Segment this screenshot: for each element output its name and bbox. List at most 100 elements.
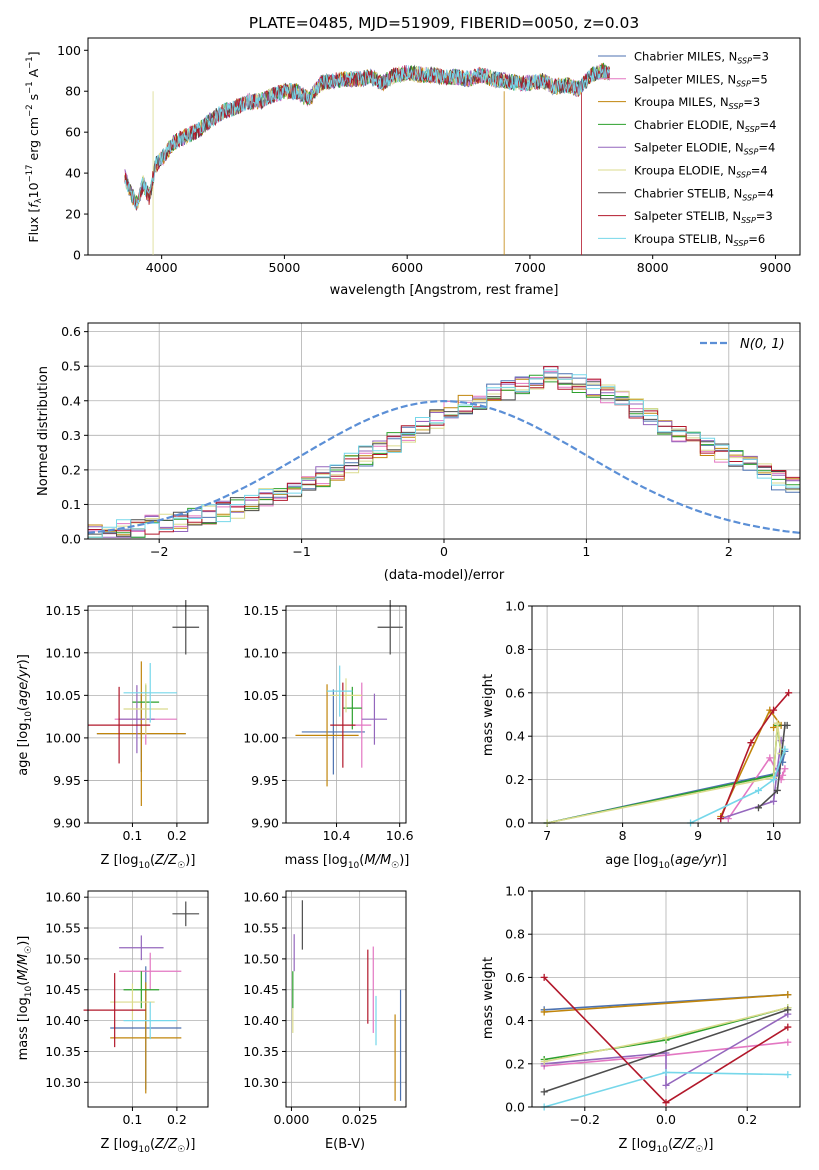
weight-vs-age-xtick-label: 7 bbox=[543, 828, 551, 843]
spectrum-xtick-label: 6000 bbox=[391, 260, 423, 275]
weight-vs-age-marker bbox=[781, 765, 789, 773]
mass-z-xlabel: Z [log10(Z/Z☉)] bbox=[101, 1137, 196, 1155]
weight-vs-Z-xtick-label: 0.2 bbox=[737, 1112, 757, 1127]
residuals-ytick-label: 0.2 bbox=[61, 462, 81, 477]
spectrum-legend-label: Chabrier MILES, NSSP=3 bbox=[634, 50, 769, 66]
weight-vs-Z-marker bbox=[784, 1071, 792, 1079]
weight-vs-age-ytick-label: 0.0 bbox=[505, 816, 525, 831]
spectrum-legend-label: Salpeter MILES, NSSP=5 bbox=[634, 72, 768, 88]
weight-vs-Z-marker bbox=[540, 1008, 548, 1016]
weight-age-ylabel: mass weight bbox=[481, 674, 496, 756]
mass-vs-ebv-ytick-label: 10.45 bbox=[243, 982, 279, 997]
weight-vs-Z-ytick-label: 0.6 bbox=[505, 970, 525, 985]
weight-vs-age-axes-frame bbox=[531, 605, 801, 824]
weight-vs-Z-xtick-label: 0.0 bbox=[656, 1112, 676, 1127]
age-vs-Z-ytick-label: 10.15 bbox=[45, 603, 81, 618]
spectrum-axes-frame bbox=[87, 37, 801, 256]
weight-vs-Z-axes-frame bbox=[531, 890, 801, 1108]
weight-vs-age-marker bbox=[773, 719, 781, 727]
mass-vs-ebv-ytick-label: 10.60 bbox=[243, 890, 279, 905]
weight-vs-age-xtick-label: 9 bbox=[694, 828, 702, 843]
spectrum-xtick-label: 9000 bbox=[760, 260, 792, 275]
residuals-ytick-label: 0.1 bbox=[61, 497, 81, 512]
weight-vs-age-marker bbox=[781, 745, 789, 753]
weight-vs-age-marker bbox=[785, 689, 793, 697]
mass-vs-Z-xtick-label: 0.1 bbox=[122, 1112, 142, 1127]
residuals-ytick-label: 0.0 bbox=[61, 532, 81, 547]
mass-vs-ebv-panel: 0.000 0.025 10.30 10.35 10.40 10.45 10.50 10.55… bbox=[243, 890, 407, 1127]
spectrum-legend-label: Chabrier ELODIE, NSSP=4 bbox=[634, 118, 776, 134]
residuals-xtick-label: 2 bbox=[725, 544, 733, 559]
spectrum-ticks: 4000 5000 6000 7000 8000 9000 0 20 40 60 80 100 bbox=[57, 43, 791, 275]
weight-vs-age-marker bbox=[770, 797, 778, 805]
mass-vs-ebv-axes-frame bbox=[285, 890, 407, 1108]
age-vs-Z-ytick-label: 10.10 bbox=[45, 645, 81, 660]
age-z-ylabel: age [log10(age/yr)] bbox=[16, 654, 34, 776]
weight-vs-Z-line-6 bbox=[543, 1009, 789, 1093]
weight-vs-Z-ytick-label: 0.0 bbox=[505, 1100, 525, 1115]
spectrum-ytick-label: 80 bbox=[65, 84, 81, 99]
mass-vs-ebv-ytick-label: 10.40 bbox=[243, 1013, 279, 1028]
mass-vs-ebv-ytick-label: 10.50 bbox=[243, 951, 279, 966]
residuals-ytick-label: 0.3 bbox=[61, 428, 81, 443]
weight-vs-Z-marker bbox=[784, 1006, 792, 1014]
weight-vs-age-line-6 bbox=[757, 724, 788, 809]
residuals-legend-label: N(0, 1) bbox=[740, 337, 785, 352]
age-mass-xlabel: mass [log10(M/M☉)] bbox=[285, 853, 410, 871]
residuals-histograms bbox=[88, 366, 800, 538]
weight-vs-age-xtick-label: 10 bbox=[766, 828, 782, 843]
mass-vs-Z-xtick-label: 0.2 bbox=[167, 1112, 187, 1127]
weight-vs-age-ytick-label: 0.8 bbox=[505, 642, 525, 657]
age-vs-Z-ytick-label: 10.00 bbox=[45, 730, 81, 745]
age-vs-Z-xtick-label: 0.2 bbox=[167, 828, 187, 843]
spectrum-legend-label: Kroupa MILES, NSSP=3 bbox=[634, 95, 760, 111]
weight-vs-Z-marker bbox=[662, 1099, 670, 1107]
age-vs-mass-xtick-label: 10.4 bbox=[323, 828, 351, 843]
age-vs-Z-ytick-label: 9.90 bbox=[53, 816, 81, 831]
residuals-xtick-label: −1 bbox=[292, 544, 310, 559]
weight-vs-age-ytick-label: 0.6 bbox=[505, 685, 525, 700]
spectrum-legend-label: Salpeter ELODIE, NSSP=4 bbox=[634, 141, 775, 157]
weight-vs-age-ytick-label: 1.0 bbox=[505, 599, 525, 614]
residuals-xlabel: (data-model)/error bbox=[384, 568, 505, 583]
residuals-ticks: −2 −1 0 1 2 0.0 0.1 0.2 0.3 0.4 0.5 0.6 bbox=[61, 324, 733, 559]
weight-vs-Z-ytick-label: 0.4 bbox=[505, 1013, 525, 1028]
age-vs-mass-ytick-label: 10.05 bbox=[243, 688, 279, 703]
weight-vs-age-marker bbox=[766, 754, 774, 762]
spectrum-legend-label: Kroupa ELODIE, NSSP=4 bbox=[634, 164, 768, 180]
weight-vs-age-marker bbox=[779, 771, 787, 779]
residuals-xtick-label: 1 bbox=[582, 544, 590, 559]
weight-vs-age-line-7 bbox=[719, 692, 790, 819]
weight-vs-age-marker bbox=[773, 786, 781, 794]
parameter-panels: 0.1 0.2 9.90 9.95 10.00 10.05 10.10 10.15 10.4 10… bbox=[45, 599, 801, 1127]
spectrum-xtick-label: 8000 bbox=[637, 260, 669, 275]
weight-vs-age-panel: 7 8 9 10 0.0 0.2 0.4 0.6 0.8 1.0 bbox=[505, 599, 801, 843]
spectrum-line-5 bbox=[124, 64, 610, 255]
weight-vs-age-marker bbox=[754, 786, 762, 794]
weight-vs-age-xtick-label: 8 bbox=[619, 828, 627, 843]
mass-vs-ebv-ytick-label: 10.30 bbox=[243, 1075, 279, 1090]
residuals-ytick-label: 0.5 bbox=[61, 359, 81, 374]
spectrum-ytick-label: 0 bbox=[73, 248, 81, 263]
age-vs-mass-ytick-label: 9.90 bbox=[251, 816, 279, 831]
weight-vs-Z-ytick-label: 0.2 bbox=[505, 1056, 525, 1071]
weight-vs-age-marker bbox=[717, 815, 725, 823]
age-vs-mass-xtick-label: 10.6 bbox=[386, 828, 414, 843]
weight-vs-Z-marker bbox=[784, 1023, 792, 1031]
mass-vs-Z-ytick-label: 10.40 bbox=[45, 1013, 81, 1028]
residuals-xtick-label: −2 bbox=[150, 544, 168, 559]
weight-vs-Z-marker bbox=[540, 1088, 548, 1096]
figure-title: PLATE=0485, MJD=51909, FIBERID=0050, z=0… bbox=[249, 14, 639, 32]
mass-vs-ebv-ytick-label: 10.35 bbox=[243, 1044, 279, 1059]
age-vs-Z-ytick-label: 9.95 bbox=[53, 773, 81, 788]
mass-vs-Z-ytick-label: 10.30 bbox=[45, 1075, 81, 1090]
age-vs-Z-axes-frame bbox=[87, 605, 209, 824]
spectrum-series bbox=[124, 62, 610, 255]
age-vs-Z-panel: 0.1 0.2 9.90 9.95 10.00 10.05 10.10 10.15 bbox=[45, 600, 209, 843]
mass-vs-ebv-xtick-label: 0.025 bbox=[342, 1112, 378, 1127]
mass-vs-Z-ytick-label: 10.45 bbox=[45, 982, 81, 997]
weight-vs-Z-xtick-label: −0.2 bbox=[570, 1112, 600, 1127]
residuals-ytick-label: 0.4 bbox=[61, 393, 81, 408]
age-vs-Z-ytick-label: 10.05 bbox=[45, 688, 81, 703]
spectrum-ytick-label: 100 bbox=[57, 43, 81, 58]
